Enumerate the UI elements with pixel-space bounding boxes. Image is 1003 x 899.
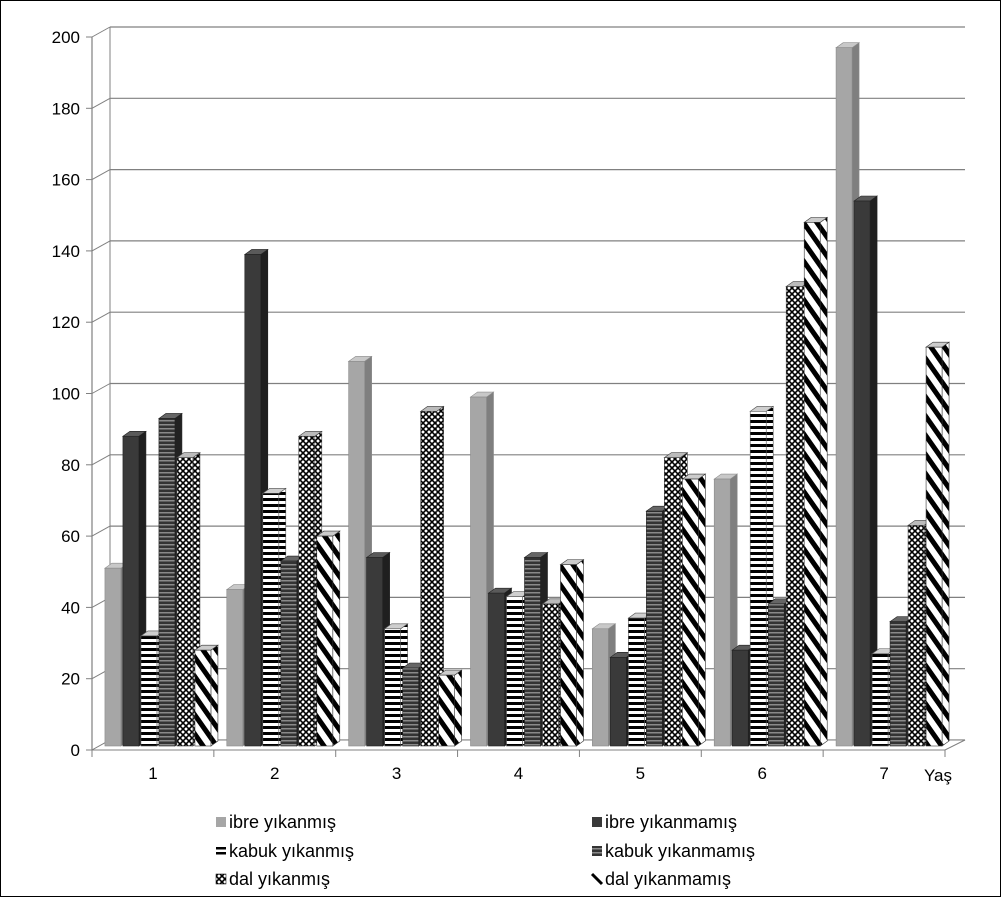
legend-swatch: [592, 846, 602, 856]
gridline-side: [91, 97, 111, 109]
y-tick-label: 40: [61, 598, 80, 617]
gridline-side: [91, 169, 111, 181]
y-tick-label: 0: [71, 741, 80, 760]
x-tick-label: 3: [392, 764, 401, 783]
x-tick-label: 5: [636, 764, 645, 783]
bar: [315, 530, 341, 747]
tick-labels: 0 20 40 60 80 100 120 140 160 180 200 1 2 3 4 5 6 7 Yaş: [52, 28, 952, 785]
bar: [681, 473, 707, 747]
y-tick-label: 140: [52, 242, 80, 261]
bar: [925, 341, 951, 747]
gridline-side: [91, 454, 111, 466]
gridline-side: [91, 383, 111, 394]
x-axis-label: Yaş: [924, 766, 952, 785]
x-tick-label: 4: [514, 764, 523, 783]
legend-label: dal yıkanmamış: [605, 869, 731, 889]
legend-swatch: [216, 847, 226, 855]
legend-swatch: [215, 873, 227, 885]
bar: [419, 405, 445, 747]
legend-swatch: [592, 817, 602, 827]
legend-label: kabuk yıkanmamış: [605, 841, 755, 861]
x-tick-label: 7: [879, 764, 888, 783]
gridline-side: [91, 311, 111, 323]
y-tick-label: 80: [61, 456, 80, 475]
legend-swatch: [216, 817, 226, 827]
legend-label: kabuk yıkanmış: [229, 841, 354, 861]
legend-item: kabuk yıkanmış: [216, 841, 354, 861]
x-tick-label: 2: [270, 764, 279, 783]
gridline-side: [91, 26, 111, 38]
legend-item: dal yıkanmış: [215, 869, 330, 889]
bars: [103, 42, 951, 747]
bar: [559, 559, 585, 747]
bar: [437, 669, 463, 747]
legend-item: kabuk yıkanmamış: [592, 841, 755, 861]
bar: [193, 644, 219, 747]
y-tick-label: 160: [52, 171, 80, 190]
legend: ibre yıkanmış ibre yıkanmamış kabuk yıkanm…: [215, 812, 755, 889]
y-tick-label: 200: [52, 28, 80, 47]
y-tick-label: 20: [61, 670, 80, 689]
legend-label: ibre yıkanmış: [229, 812, 336, 832]
legend-label: ibre yıkanmamış: [605, 812, 737, 832]
bar: [853, 195, 879, 747]
bar: [803, 216, 829, 747]
legend-item: ibre yıkanmış: [216, 812, 336, 832]
gridline-side: [91, 240, 111, 252]
legend-item: ibre yıkanmamış: [592, 812, 737, 832]
legend-swatch: [590, 872, 604, 886]
legend-item: dal yıkanmamış: [590, 869, 731, 889]
y-tick-label: 120: [52, 313, 80, 332]
x-tick-label: 6: [757, 764, 766, 783]
y-tick-label: 60: [61, 527, 80, 546]
legend-label: dal yıkanmış: [229, 869, 330, 889]
y-tick-label: 180: [52, 99, 80, 118]
y-tick-label: 100: [52, 385, 80, 404]
gridline-side: [91, 525, 111, 537]
x-tick-label: 1: [148, 764, 157, 783]
